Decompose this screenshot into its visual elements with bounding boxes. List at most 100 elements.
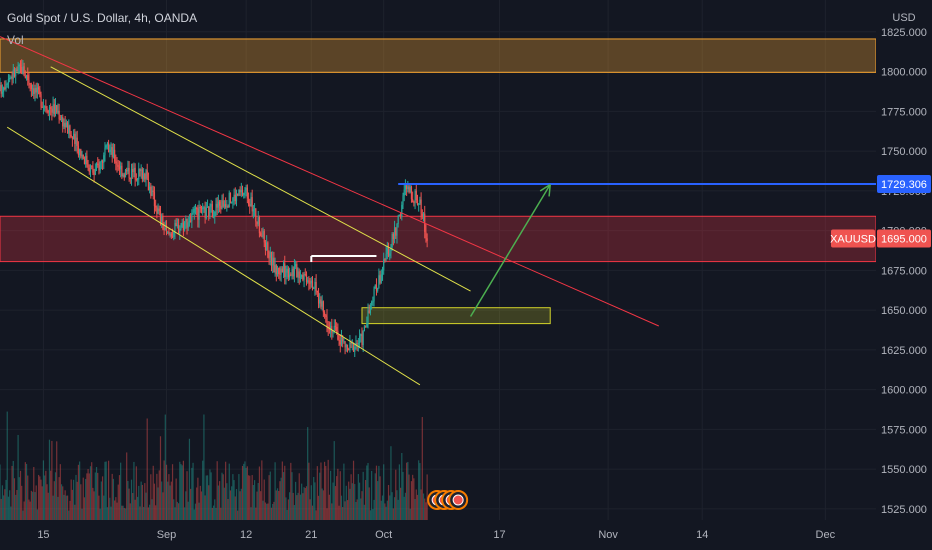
candle[interactable] (385, 253, 387, 260)
candle[interactable] (319, 299, 321, 304)
candle[interactable] (99, 161, 101, 171)
candle[interactable] (352, 342, 355, 352)
candle[interactable] (292, 268, 294, 277)
candle[interactable] (311, 280, 314, 289)
candle[interactable] (325, 315, 327, 317)
candle[interactable] (246, 187, 248, 199)
candle[interactable] (425, 231, 427, 239)
channel-lower[interactable] (6, 126, 421, 386)
candle[interactable] (298, 271, 300, 278)
candle[interactable] (268, 257, 270, 259)
candle[interactable] (76, 137, 78, 146)
candle[interactable] (313, 288, 315, 290)
candle[interactable] (147, 178, 150, 191)
candle[interactable] (122, 174, 124, 176)
candle[interactable] (322, 301, 324, 313)
candle[interactable] (10, 77, 12, 79)
candle[interactable] (278, 267, 280, 275)
candle[interactable] (369, 305, 372, 314)
candle[interactable] (305, 274, 308, 282)
candle[interactable] (225, 204, 227, 208)
candle[interactable] (296, 264, 298, 277)
candle[interactable] (280, 268, 282, 275)
candle[interactable] (263, 231, 265, 243)
candle[interactable] (255, 208, 257, 222)
candle[interactable] (116, 163, 118, 166)
candle[interactable] (151, 190, 153, 196)
candle[interactable] (274, 265, 276, 273)
candle[interactable] (377, 287, 379, 291)
candle[interactable] (287, 268, 289, 278)
candle[interactable] (206, 206, 209, 208)
candle[interactable] (231, 201, 233, 203)
candle[interactable] (220, 205, 222, 209)
candle[interactable] (168, 231, 170, 234)
candle[interactable] (357, 342, 359, 345)
candle[interactable] (362, 331, 364, 346)
candle[interactable] (0, 85, 1, 91)
candle[interactable] (418, 203, 420, 205)
candle[interactable] (269, 251, 271, 258)
candle[interactable] (104, 147, 106, 156)
candle[interactable] (241, 189, 244, 196)
candle[interactable] (70, 135, 72, 137)
candle[interactable] (140, 169, 142, 172)
candle[interactable] (81, 154, 83, 157)
candle[interactable] (95, 163, 98, 170)
candle[interactable] (130, 168, 133, 180)
candle[interactable] (56, 105, 58, 113)
candle[interactable] (152, 190, 154, 193)
candle[interactable] (307, 280, 309, 282)
candle[interactable] (139, 168, 141, 172)
candle[interactable] (297, 271, 299, 277)
candle[interactable] (6, 83, 8, 85)
candle[interactable] (233, 194, 235, 199)
candle[interactable] (118, 166, 121, 170)
candle[interactable] (120, 165, 122, 170)
candle[interactable] (177, 225, 180, 234)
target-arrow[interactable] (469, 184, 551, 317)
candle[interactable] (23, 66, 25, 77)
candle[interactable] (9, 77, 11, 80)
candle[interactable] (165, 227, 168, 232)
candle[interactable] (338, 339, 340, 341)
candle[interactable] (51, 108, 53, 113)
candle[interactable] (227, 206, 229, 208)
candle[interactable] (89, 165, 92, 172)
candle[interactable] (159, 211, 162, 222)
zones[interactable] (0, 38, 877, 325)
candle[interactable] (204, 207, 206, 218)
candle[interactable] (35, 87, 37, 93)
candle[interactable] (343, 341, 345, 343)
candle[interactable] (316, 291, 318, 293)
arrow-head[interactable] (548, 184, 551, 197)
candle[interactable] (317, 292, 320, 304)
candle[interactable] (107, 143, 110, 153)
candle[interactable] (331, 325, 333, 333)
candle[interactable] (422, 213, 425, 217)
candle[interactable] (34, 87, 36, 94)
candle[interactable] (415, 190, 417, 201)
candle[interactable] (174, 223, 176, 232)
candle[interactable] (202, 207, 204, 210)
candle[interactable] (238, 189, 240, 196)
candle[interactable] (179, 229, 181, 234)
candle[interactable] (340, 337, 343, 345)
candle[interactable] (211, 204, 213, 217)
candle[interactable] (44, 106, 46, 108)
candle[interactable] (93, 172, 95, 175)
candle[interactable] (46, 108, 48, 111)
candle[interactable] (126, 169, 128, 172)
candle[interactable] (270, 251, 273, 266)
candle[interactable] (303, 274, 305, 280)
candle[interactable] (134, 167, 136, 180)
candle[interactable] (334, 325, 337, 328)
candle[interactable] (25, 75, 28, 78)
candle[interactable] (354, 346, 356, 352)
candle[interactable] (378, 275, 380, 288)
candle[interactable] (57, 110, 59, 113)
candle[interactable] (83, 158, 86, 165)
support-zone[interactable] (0, 215, 877, 263)
candle[interactable] (77, 145, 80, 156)
candle[interactable] (208, 206, 210, 217)
